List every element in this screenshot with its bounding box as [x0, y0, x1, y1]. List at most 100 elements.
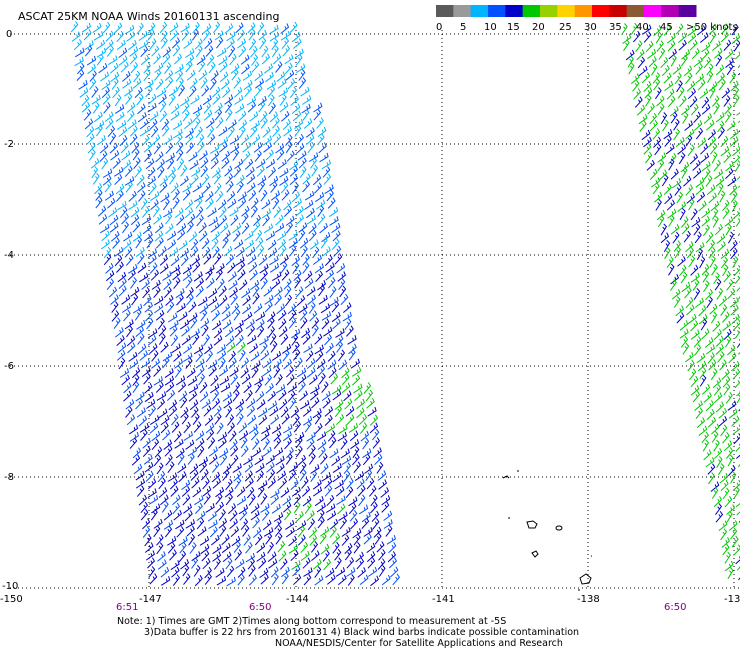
- wind-barb: [180, 164, 188, 177]
- wind-barb: [371, 510, 380, 523]
- wind-barb: [142, 223, 152, 235]
- wind-barb: [711, 151, 718, 164]
- wind-barb: [681, 223, 690, 235]
- wind-barb: [206, 277, 215, 289]
- wind-barb: [182, 182, 192, 193]
- wind-barb: [680, 336, 689, 348]
- wind-barb: [320, 463, 329, 475]
- wind-barb: [143, 454, 153, 465]
- wind-barb: [259, 110, 268, 123]
- wind-barb: [363, 533, 372, 545]
- wind-barb: [111, 310, 120, 322]
- wind-barb: [89, 78, 97, 90]
- wind-barb: [207, 359, 218, 370]
- wind-barb: [653, 136, 662, 148]
- wind-barb: [279, 175, 289, 186]
- wind-barb: [135, 478, 146, 489]
- wind-barb: [306, 431, 316, 442]
- wind-barb: [720, 135, 729, 148]
- wind-barb: [702, 439, 710, 452]
- wind-barb: [218, 285, 227, 297]
- wind-barb: [292, 110, 302, 122]
- wind-barb: [701, 161, 711, 172]
- wind-barb: [173, 431, 182, 443]
- wind-barb: [210, 70, 219, 82]
- wind-barb: [636, 49, 645, 61]
- wind-barb: [656, 40, 664, 52]
- wind-barb: [273, 512, 284, 522]
- wind-barb: [304, 270, 313, 282]
- wind-barb: [255, 391, 265, 402]
- wind-barb: [638, 65, 648, 76]
- wind-barb: [708, 246, 716, 259]
- wind-barb: [253, 214, 262, 226]
- wind-barb: [140, 508, 149, 521]
- wind-barb: [125, 406, 133, 418]
- wind-barb: [338, 511, 348, 522]
- wind-barb: [269, 406, 279, 417]
- wind-barb: [149, 343, 158, 354]
- wind-barb: [118, 277, 127, 289]
- wind-barb: [105, 270, 115, 282]
- wind-barb: [151, 438, 160, 451]
- wind-barb: [682, 111, 689, 124]
- wind-barb: [269, 31, 279, 42]
- wind-barb: [264, 374, 273, 386]
- wind-barb: [323, 558, 332, 571]
- wind-barb: [129, 359, 139, 370]
- wind-barb: [213, 21, 221, 34]
- wind-barb: [271, 573, 279, 586]
- wind-barb: [319, 152, 329, 163]
- wind-barb: [252, 517, 260, 529]
- wind-barb: [713, 392, 723, 404]
- wind-barb: [299, 166, 307, 178]
- wind-barb: [273, 437, 282, 450]
- wind-barb: [282, 119, 291, 131]
- wind-barb: [643, 143, 652, 155]
- wind-barb: [133, 157, 141, 170]
- wind-barb: [91, 86, 99, 98]
- wind-barb: [177, 158, 185, 170]
- wind-barb: [304, 420, 312, 433]
- wind-barb: [723, 383, 731, 396]
- wind-barb: [291, 560, 301, 570]
- wind-barb: [226, 38, 235, 50]
- wind-barb: [154, 303, 164, 314]
- wind-barb: [221, 150, 231, 162]
- wind-barb: [370, 502, 378, 514]
- wind-barb: [298, 157, 307, 169]
- wind-barb: [128, 263, 138, 274]
- wind-barb: [723, 151, 732, 164]
- wind-barb: [723, 95, 731, 107]
- wind-barb: [140, 198, 148, 210]
- wind-barb: [234, 326, 243, 338]
- wind-barb: [105, 39, 114, 51]
- wind-barb: [167, 461, 175, 474]
- wind-barb: [232, 382, 241, 394]
- wind-barb: [275, 455, 285, 466]
- wind-barb: [198, 373, 206, 386]
- wind-barb: [710, 368, 718, 381]
- wind-barb: [224, 23, 234, 34]
- wind-barb: [210, 534, 220, 546]
- wind-barb: [141, 215, 152, 226]
- wind-barb: [157, 551, 166, 562]
- wind-barb: [242, 70, 253, 81]
- wind-barb: [214, 102, 223, 114]
- wind-barb: [230, 63, 240, 74]
- wind-barb: [149, 573, 158, 585]
- wind-barb: [733, 39, 740, 52]
- wind-barb: [284, 285, 292, 298]
- wind-barb: [215, 190, 224, 203]
- wind-barb: [265, 149, 274, 161]
- wind-barb: [235, 256, 245, 267]
- wind-barb: [194, 38, 203, 50]
- wind-barb: [289, 165, 299, 177]
- wind-barb: [248, 565, 256, 577]
- wind-barb: [677, 201, 687, 212]
- wind-barb: [103, 102, 111, 114]
- wind-barb: [305, 350, 314, 362]
- wind-barb: [324, 406, 334, 417]
- wind-barb: [291, 191, 301, 203]
- wind-barb: [685, 128, 695, 140]
